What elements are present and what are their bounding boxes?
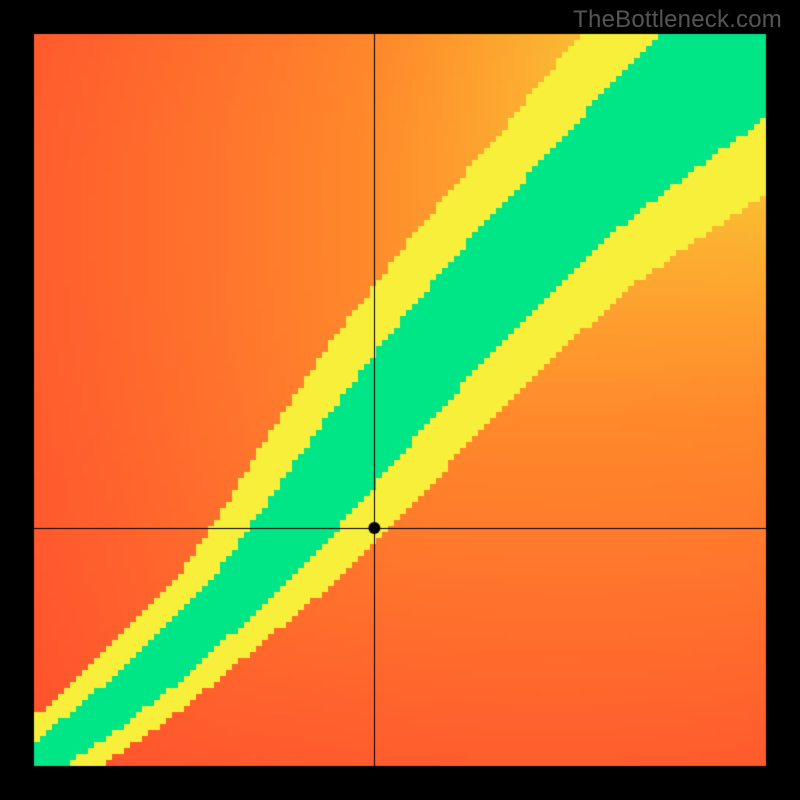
chart-container: TheBottleneck.com: [0, 0, 800, 800]
watermark-text: TheBottleneck.com: [573, 6, 782, 34]
bottleneck-heatmap-canvas: [0, 0, 800, 800]
